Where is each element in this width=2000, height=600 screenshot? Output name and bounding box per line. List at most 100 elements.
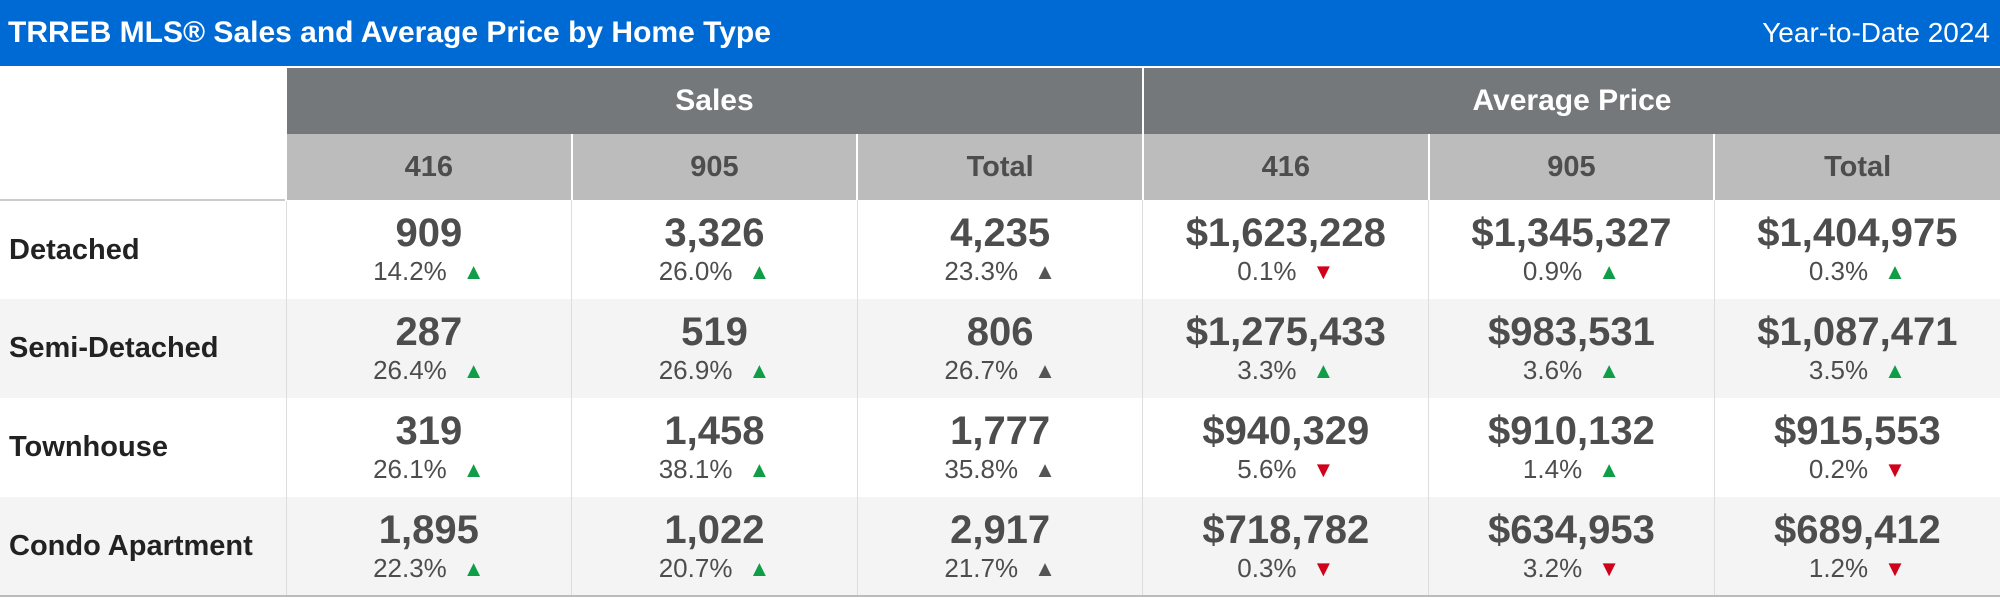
cell-change: 5.6% ▼ — [1143, 453, 1428, 486]
change-percent: 3.6% — [1522, 355, 1583, 385]
table-cell: $1,623,228 0.1% ▼ — [1142, 200, 1429, 299]
cell-value: $1,087,471 — [1757, 310, 1958, 354]
up-triangle-icon: ▲ — [748, 457, 771, 482]
change-percent: 0.3% — [1237, 552, 1297, 583]
change-percent: 0.1% — [1237, 256, 1297, 286]
change-percent: 20.7% — [658, 552, 733, 583]
table-cell: 806 26.7% ▲ — [856, 299, 1143, 398]
subheader-price-905: 905 — [1427, 134, 1715, 200]
cell-change: 26.7% ▲ — [858, 354, 1143, 387]
cell-value: $915,553 — [1773, 409, 1941, 453]
period-label: Year-to-Date 2024 — [1762, 17, 1990, 48]
change-percent: 14.2% — [373, 256, 447, 286]
up-triangle-icon: ▲ — [1598, 259, 1620, 284]
cell-value: $634,953 — [1488, 507, 1655, 552]
down-triangle-icon: ▼ — [1884, 555, 1906, 581]
corner-blank — [0, 68, 286, 200]
sales-price-table: Sales Average Price 416 905 Total 416 905 Tot… — [0, 68, 2000, 597]
change-percent: 3.2% — [1522, 552, 1583, 583]
table-cell: $910,132 1.4% ▲ — [1428, 398, 1715, 497]
cell-value: $718,782 — [1202, 507, 1370, 552]
table-row: Detached 909 14.2% ▲ 3,326 26.0% ▲ 4,235 23.3… — [0, 199, 2000, 299]
cell-change: 26.4% ▲ — [287, 354, 572, 387]
row-label: Condo Apartment — [9, 529, 253, 562]
table-row: Townhouse 319 26.1% ▲ 1,458 38.1% ▲ 1,777 35.… — [0, 398, 2000, 497]
cell-change: 26.9% ▲ — [572, 354, 857, 387]
change-percent: 5.6% — [1237, 454, 1297, 484]
up-triangle-icon: ▲ — [1884, 358, 1906, 383]
change-percent: 38.1% — [658, 454, 733, 484]
table-cell: 1,458 38.1% ▲ — [571, 398, 858, 497]
cell-change: 0.1% ▼ — [1143, 255, 1428, 288]
up-triangle-icon: ▲ — [1034, 358, 1056, 383]
cell-value: 287 — [395, 310, 463, 354]
cell-change: 0.3% ▼ — [1143, 552, 1428, 585]
table-cell: $1,087,471 3.5% ▲ — [1713, 299, 2000, 398]
row-label: Semi-Detached — [9, 332, 219, 364]
up-triangle-icon: ▲ — [462, 259, 485, 284]
down-triangle-icon: ▼ — [1312, 457, 1335, 482]
change-percent: 3.3% — [1237, 355, 1297, 385]
cell-value: 1,777 — [950, 409, 1051, 453]
table-cell: $718,782 0.3% ▼ — [1142, 497, 1429, 596]
table-cell: 3,326 26.0% ▲ — [571, 200, 858, 299]
cell-change: 3.3% ▲ — [1143, 354, 1428, 387]
up-triangle-icon: ▲ — [748, 358, 771, 383]
cell-value: $1,275,433 — [1185, 310, 1386, 354]
up-triangle-icon: ▲ — [1034, 555, 1056, 581]
table-cell: 4,235 23.3% ▲ — [856, 200, 1143, 299]
cell-value: 4,235 — [950, 211, 1051, 255]
down-triangle-icon: ▼ — [1598, 555, 1620, 581]
cell-change: 0.3% ▲ — [1715, 255, 2000, 288]
change-percent: 21.7% — [944, 552, 1019, 583]
up-triangle-icon: ▲ — [748, 555, 771, 581]
subheader-sales-total: Total — [856, 134, 1143, 200]
table-cell: 2,917 21.7% ▲ — [856, 497, 1143, 596]
table-cell: 1,777 35.8% ▲ — [856, 398, 1143, 497]
subheader-sales-905: 905 — [570, 134, 858, 200]
table-cell: $1,345,327 0.9% ▲ — [1428, 200, 1715, 299]
cell-change: 1.2% ▼ — [1715, 552, 2000, 585]
title-bar: TRREB MLS® Sales and Average Price by Ho… — [0, 0, 2000, 68]
up-triangle-icon: ▲ — [748, 259, 771, 284]
cell-value: 3,326 — [664, 211, 765, 255]
table-cell: 519 26.9% ▲ — [571, 299, 858, 398]
up-triangle-icon: ▲ — [1884, 259, 1906, 284]
table-cell: $689,412 1.2% ▼ — [1713, 497, 2000, 596]
cell-value: $1,623,228 — [1185, 211, 1386, 255]
table-cell: $634,953 3.2% ▼ — [1428, 497, 1715, 596]
table-cell: 319 26.1% ▲ — [285, 398, 572, 497]
change-percent: 23.3% — [944, 256, 1019, 286]
down-triangle-icon: ▼ — [1312, 259, 1335, 284]
group-header-average-price: Average Price — [1141, 68, 2000, 134]
change-percent: 0.9% — [1522, 256, 1583, 286]
change-percent: 26.0% — [658, 256, 733, 286]
cell-change: 22.3% ▲ — [287, 552, 572, 585]
row-label: Townhouse — [9, 431, 168, 463]
cell-change: 3.2% ▼ — [1429, 552, 1714, 585]
change-percent: 1.2% — [1808, 552, 1869, 583]
change-percent: 3.5% — [1808, 355, 1869, 385]
cell-change: 26.1% ▲ — [287, 453, 572, 486]
table-cell: $915,553 0.2% ▼ — [1713, 398, 2000, 497]
cell-value: $1,345,327 — [1471, 211, 1672, 255]
table-cell: 1,895 22.3% ▲ — [285, 497, 572, 596]
up-triangle-icon: ▲ — [462, 358, 485, 383]
change-percent: 0.3% — [1808, 256, 1869, 286]
cell-change: 3.6% ▲ — [1429, 354, 1714, 387]
cell-change: 0.9% ▲ — [1429, 255, 1714, 288]
cell-value: $940,329 — [1202, 409, 1370, 453]
cell-change: 38.1% ▲ — [572, 453, 857, 486]
cell-change: 3.5% ▲ — [1715, 354, 2000, 387]
change-percent: 26.1% — [373, 454, 447, 484]
cell-value: 1,458 — [664, 409, 765, 453]
table-cell: $1,275,433 3.3% ▲ — [1142, 299, 1429, 398]
cell-change: 21.7% ▲ — [858, 552, 1143, 585]
cell-change: 20.7% ▲ — [572, 552, 857, 585]
table-cell: $983,531 3.6% ▲ — [1428, 299, 1715, 398]
row-label: Detached — [0, 199, 286, 299]
up-triangle-icon: ▲ — [462, 555, 485, 581]
change-percent: 26.7% — [944, 355, 1019, 385]
cell-value: 519 — [681, 310, 748, 354]
cell-change: 1.4% ▲ — [1429, 453, 1714, 486]
